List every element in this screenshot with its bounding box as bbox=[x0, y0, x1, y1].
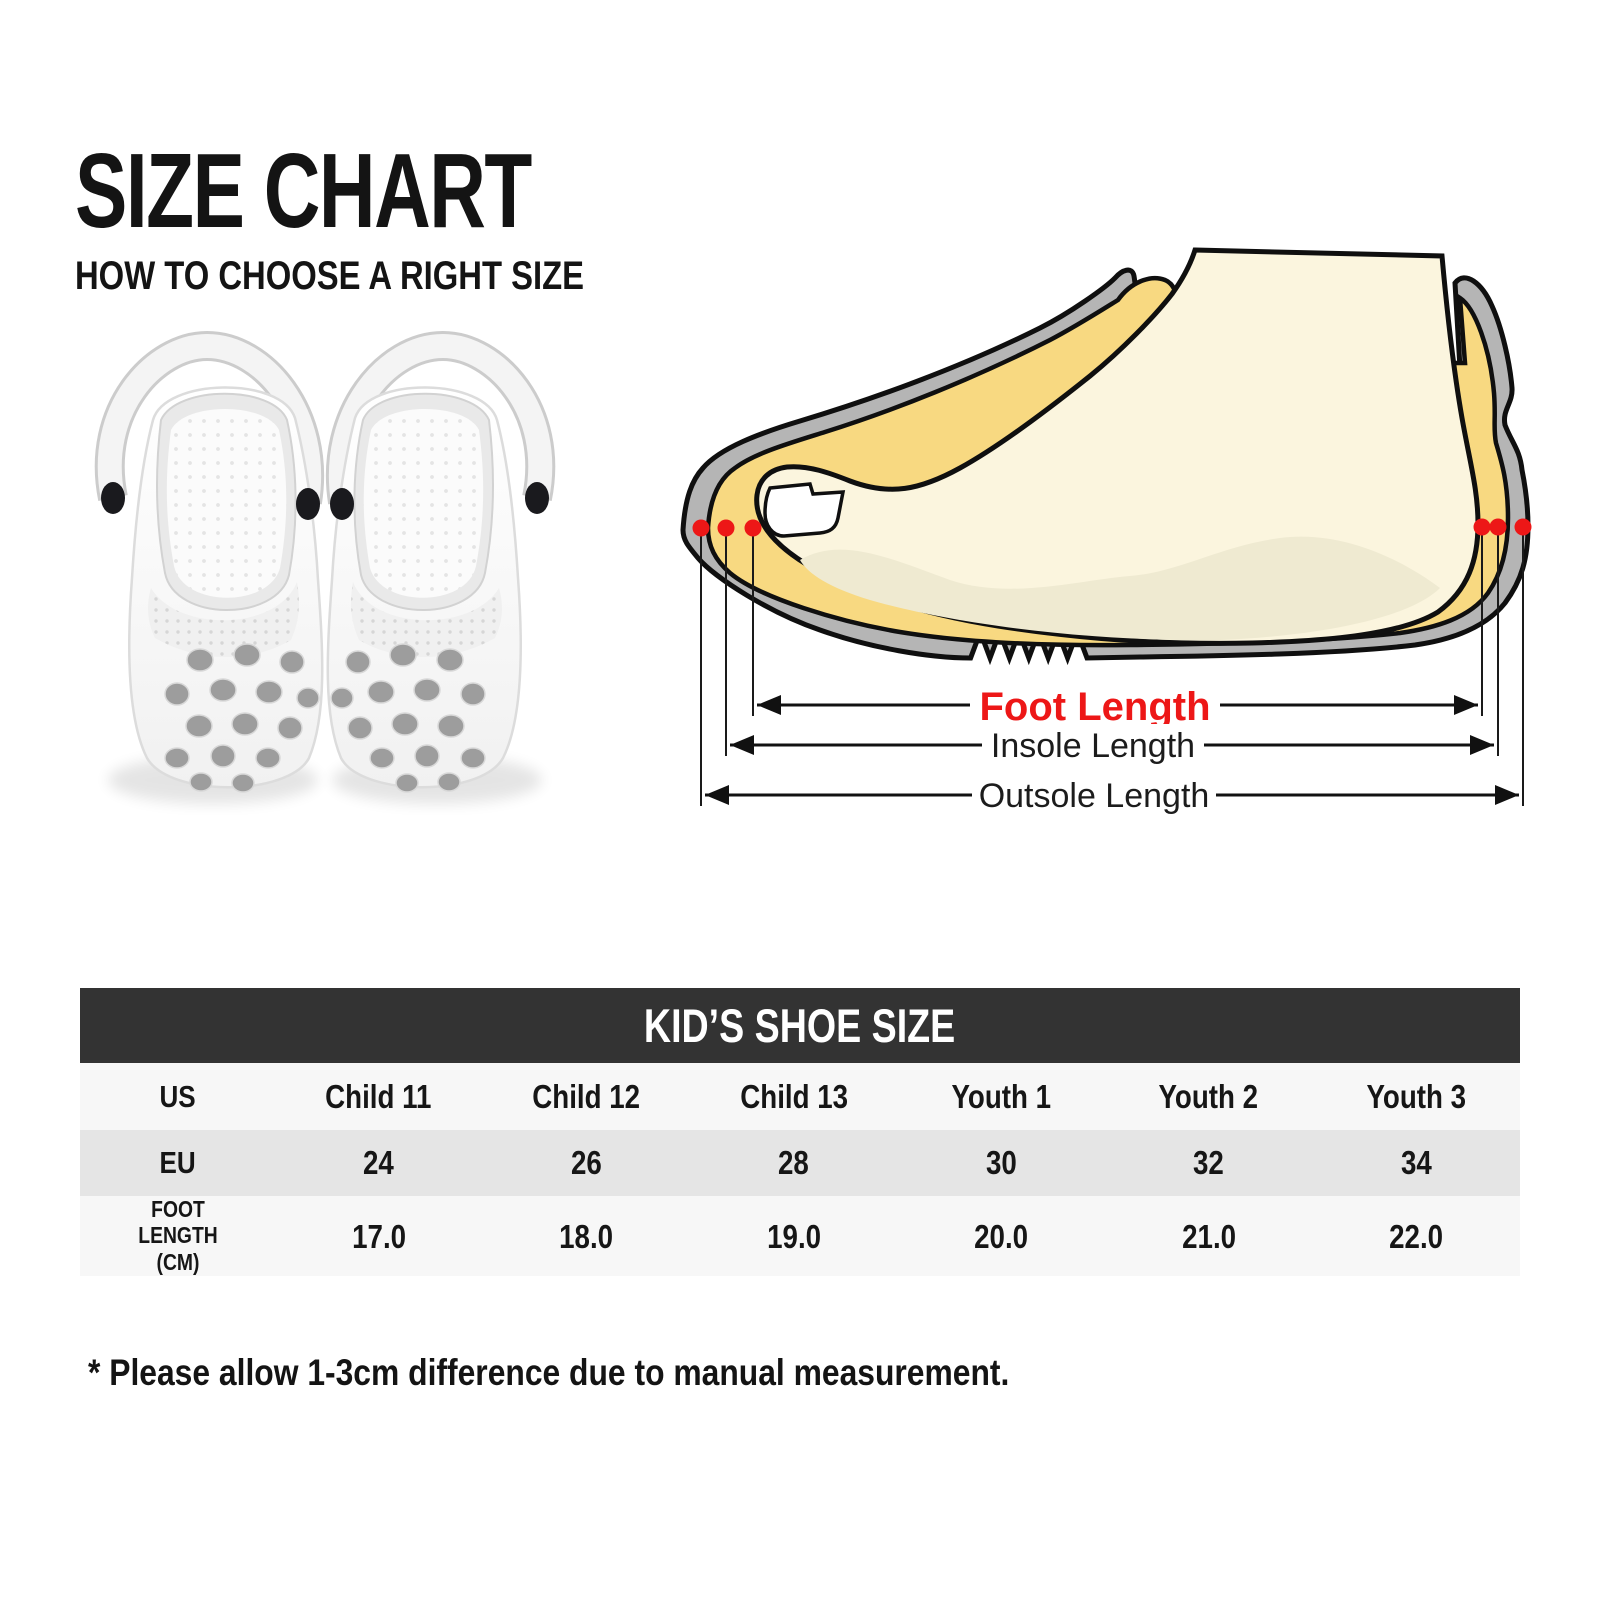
size-cell: 22.0 bbox=[1389, 1217, 1444, 1255]
measure-marker-dots bbox=[692, 518, 1532, 537]
foot-sole-shading bbox=[800, 536, 1440, 641]
column-header: Child 13 bbox=[739, 1077, 848, 1115]
column-header: Youth 1 bbox=[951, 1077, 1052, 1115]
size-cell: 28 bbox=[778, 1144, 810, 1181]
size-cell: 21.0 bbox=[1181, 1217, 1236, 1255]
column-header: Child 12 bbox=[532, 1077, 641, 1115]
insole-length-label: Insole Length bbox=[991, 727, 1195, 765]
measurement-note: * Please allow 1-3cm difference due to m… bbox=[88, 1352, 1010, 1393]
insole-length-measure: Insole Length bbox=[730, 724, 1494, 766]
size-cell: 34 bbox=[1400, 1144, 1432, 1181]
size-cell: 30 bbox=[985, 1144, 1017, 1181]
size-cell: 20.0 bbox=[974, 1217, 1029, 1255]
row-label: US bbox=[159, 1078, 196, 1114]
foot-length-measure: Foot Length bbox=[757, 680, 1478, 729]
row-label: FOOT LENGTH (CM) bbox=[137, 1196, 218, 1275]
left-clog bbox=[101, 346, 322, 804]
size-cell: 18.0 bbox=[559, 1217, 614, 1255]
column-header: Child 11 bbox=[325, 1077, 432, 1115]
page-subtitle: HOW TO CHOOSE A RIGHT SIZE bbox=[75, 254, 585, 298]
size-cell: 24 bbox=[363, 1144, 395, 1181]
table-row-us: US Child 11 Child 12 Child 13 Youth 1 Yo… bbox=[80, 1063, 1520, 1130]
table-row-foot-length: FOOT LENGTH (CM) 17.0 18.0 19.0 20.0 21.… bbox=[80, 1196, 1520, 1276]
outsole-length-label: Outsole Length bbox=[979, 777, 1210, 815]
size-cell: 32 bbox=[1193, 1144, 1225, 1181]
table-row-eu: EU 24 26 28 30 32 34 bbox=[80, 1130, 1520, 1196]
page-title: SIZE CHART bbox=[75, 132, 532, 250]
size-table: KID’S SHOE SIZE US Child 11 Child 12 Chi… bbox=[80, 988, 1520, 1276]
table-title-bar: KID’S SHOE SIZE bbox=[80, 988, 1520, 1063]
size-cell: 17.0 bbox=[351, 1217, 406, 1255]
column-header: Youth 2 bbox=[1158, 1077, 1259, 1115]
white-clogs-photo bbox=[85, 330, 565, 815]
size-cell: 19.0 bbox=[766, 1217, 821, 1255]
size-cell: 26 bbox=[570, 1144, 602, 1181]
toenail bbox=[763, 482, 846, 538]
foot-length-label: Foot Length bbox=[979, 685, 1210, 729]
measure-droplines bbox=[700, 527, 1524, 806]
table-title: KID’S SHOE SIZE bbox=[644, 999, 956, 1052]
outsole-length-measure: Outsole Length bbox=[705, 774, 1519, 816]
column-header: Youth 3 bbox=[1366, 1077, 1467, 1115]
headline-block: SIZE CHART HOW TO CHOOSE A RIGHT SIZE bbox=[75, 138, 696, 299]
row-label: EU bbox=[159, 1145, 196, 1180]
foot-measurement-diagram: Foot Length Insole Length Outsole Length bbox=[680, 247, 1532, 816]
right-clog bbox=[328, 346, 549, 804]
